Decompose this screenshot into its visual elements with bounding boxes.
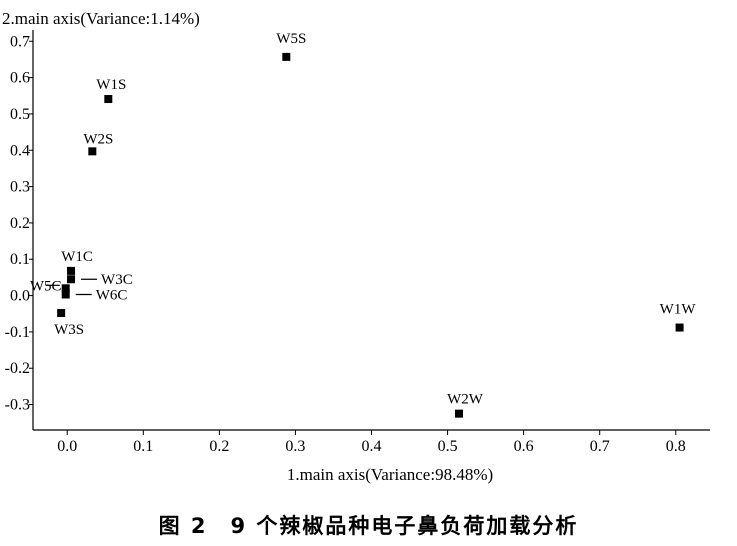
x-tick-label: 0.2 xyxy=(209,438,229,455)
data-point xyxy=(104,95,113,104)
data-point xyxy=(67,275,76,284)
x-tick-label: 0.1 xyxy=(133,438,153,455)
y-tick-label: 0.2 xyxy=(10,215,30,232)
data-point xyxy=(67,266,76,275)
data-point-label: W1S xyxy=(96,77,126,93)
data-point xyxy=(57,309,66,318)
data-point-label: W2S xyxy=(83,131,113,147)
scatter-chart: 2.main axis(Variance:1.14%) 0.0 0.1 0.2 0.3… xyxy=(2,9,710,484)
data-point-label: W3S xyxy=(54,322,84,338)
x-tick-label: 0.4 xyxy=(362,438,382,455)
data-point xyxy=(282,52,291,61)
x-tick-label: 0.3 xyxy=(285,438,305,455)
data-point-label: W5C xyxy=(30,278,62,294)
y-tick-label: -0.2 xyxy=(5,360,30,377)
data-point xyxy=(454,409,463,418)
x-axis-ticks: 0.0 0.1 0.2 0.3 0.4 0.5 0.6 0.7 0.8 xyxy=(57,430,686,455)
data-point-label: W5S xyxy=(276,31,306,47)
y-tick-label: 0.7 xyxy=(10,33,30,50)
y-tick-label: 0.6 xyxy=(10,70,30,87)
x-tick-label: 0.6 xyxy=(514,438,534,455)
data-point-label: W2W xyxy=(447,392,484,408)
data-point xyxy=(675,323,684,332)
data-points: W5S W1S W2S W1C W3C W5C W6C W3S W1W W2W xyxy=(30,31,696,418)
y-tick-label: -0.3 xyxy=(5,397,30,414)
y-tick-label: 0.3 xyxy=(10,179,30,196)
axes xyxy=(32,30,710,431)
figure-caption: 图 2 9 个辣椒品种电子鼻负荷加载分析 xyxy=(158,514,579,538)
y-axis-ticks: 0.7 0.6 0.5 0.4 0.3 0.2 0.1 0.0 -0.1 -0.2 -0.3 xyxy=(5,33,33,414)
data-point xyxy=(61,284,70,293)
x-axis-title: 1.main axis(Variance:98.48%) xyxy=(287,465,493,484)
x-tick-label: 0.8 xyxy=(666,438,686,455)
data-point xyxy=(61,290,70,299)
y-tick-label: 0.1 xyxy=(10,251,30,268)
y-tick-label: -0.1 xyxy=(5,324,30,341)
data-point-label: W3C xyxy=(101,272,133,288)
x-tick-label: 0.5 xyxy=(438,438,458,455)
y-axis-title: 2.main axis(Variance:1.14%) xyxy=(2,9,200,28)
x-tick-label: 0.7 xyxy=(590,438,610,455)
data-point-label: W6C xyxy=(96,287,128,303)
data-point-label: W1W xyxy=(660,302,697,318)
x-tick-label: 0.0 xyxy=(57,438,77,455)
data-point xyxy=(88,147,97,156)
y-tick-label: 0.4 xyxy=(10,142,30,159)
y-tick-label: 0.0 xyxy=(10,288,30,305)
y-tick-label: 0.5 xyxy=(10,106,30,123)
data-point-label: W1C xyxy=(61,249,93,265)
